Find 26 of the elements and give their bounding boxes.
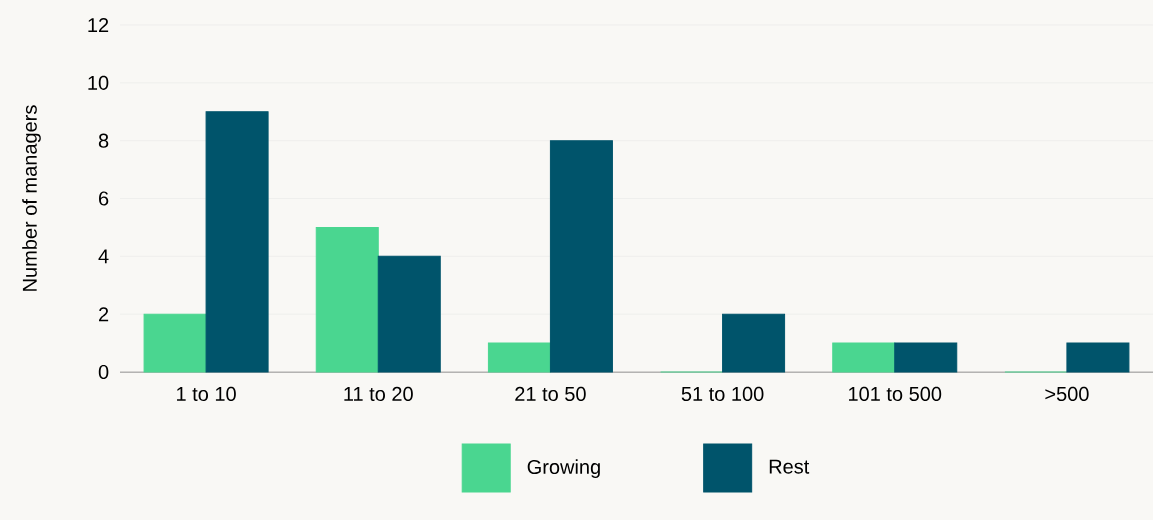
legend-label: Rest — [769, 459, 810, 474]
x-tick-label: 51 to 100 — [681, 386, 764, 402]
y-tick-label: 4 — [98, 249, 109, 264]
bar — [1066, 342, 1130, 373]
y-tick-label: 0 — [98, 364, 109, 380]
bar — [143, 313, 207, 373]
bar — [205, 111, 269, 373]
x-tick-label: 1 to 10 — [177, 386, 236, 402]
y-axis-title: Number of managers — [22, 105, 41, 291]
bar — [549, 140, 613, 373]
x-tick-label: 21 to 50 — [515, 386, 586, 402]
y-tick-label: 8 — [98, 133, 109, 148]
y-tick-label: 10 — [88, 75, 109, 90]
y-tick-label: 2 — [99, 307, 109, 322]
bar — [722, 313, 786, 373]
x-tick-label: 11 to 20 — [344, 386, 413, 402]
legend-label: Growing — [527, 459, 600, 478]
bar — [377, 255, 441, 373]
bar — [832, 342, 896, 373]
y-tick-label: 12 — [88, 18, 109, 32]
x-tick-label: >500 — [1045, 386, 1089, 402]
bar — [487, 342, 551, 373]
bar — [894, 342, 958, 373]
bar — [315, 226, 379, 373]
x-tick-label: 101 to 500 — [849, 386, 942, 402]
y-tick-label: 6 — [99, 191, 109, 206]
